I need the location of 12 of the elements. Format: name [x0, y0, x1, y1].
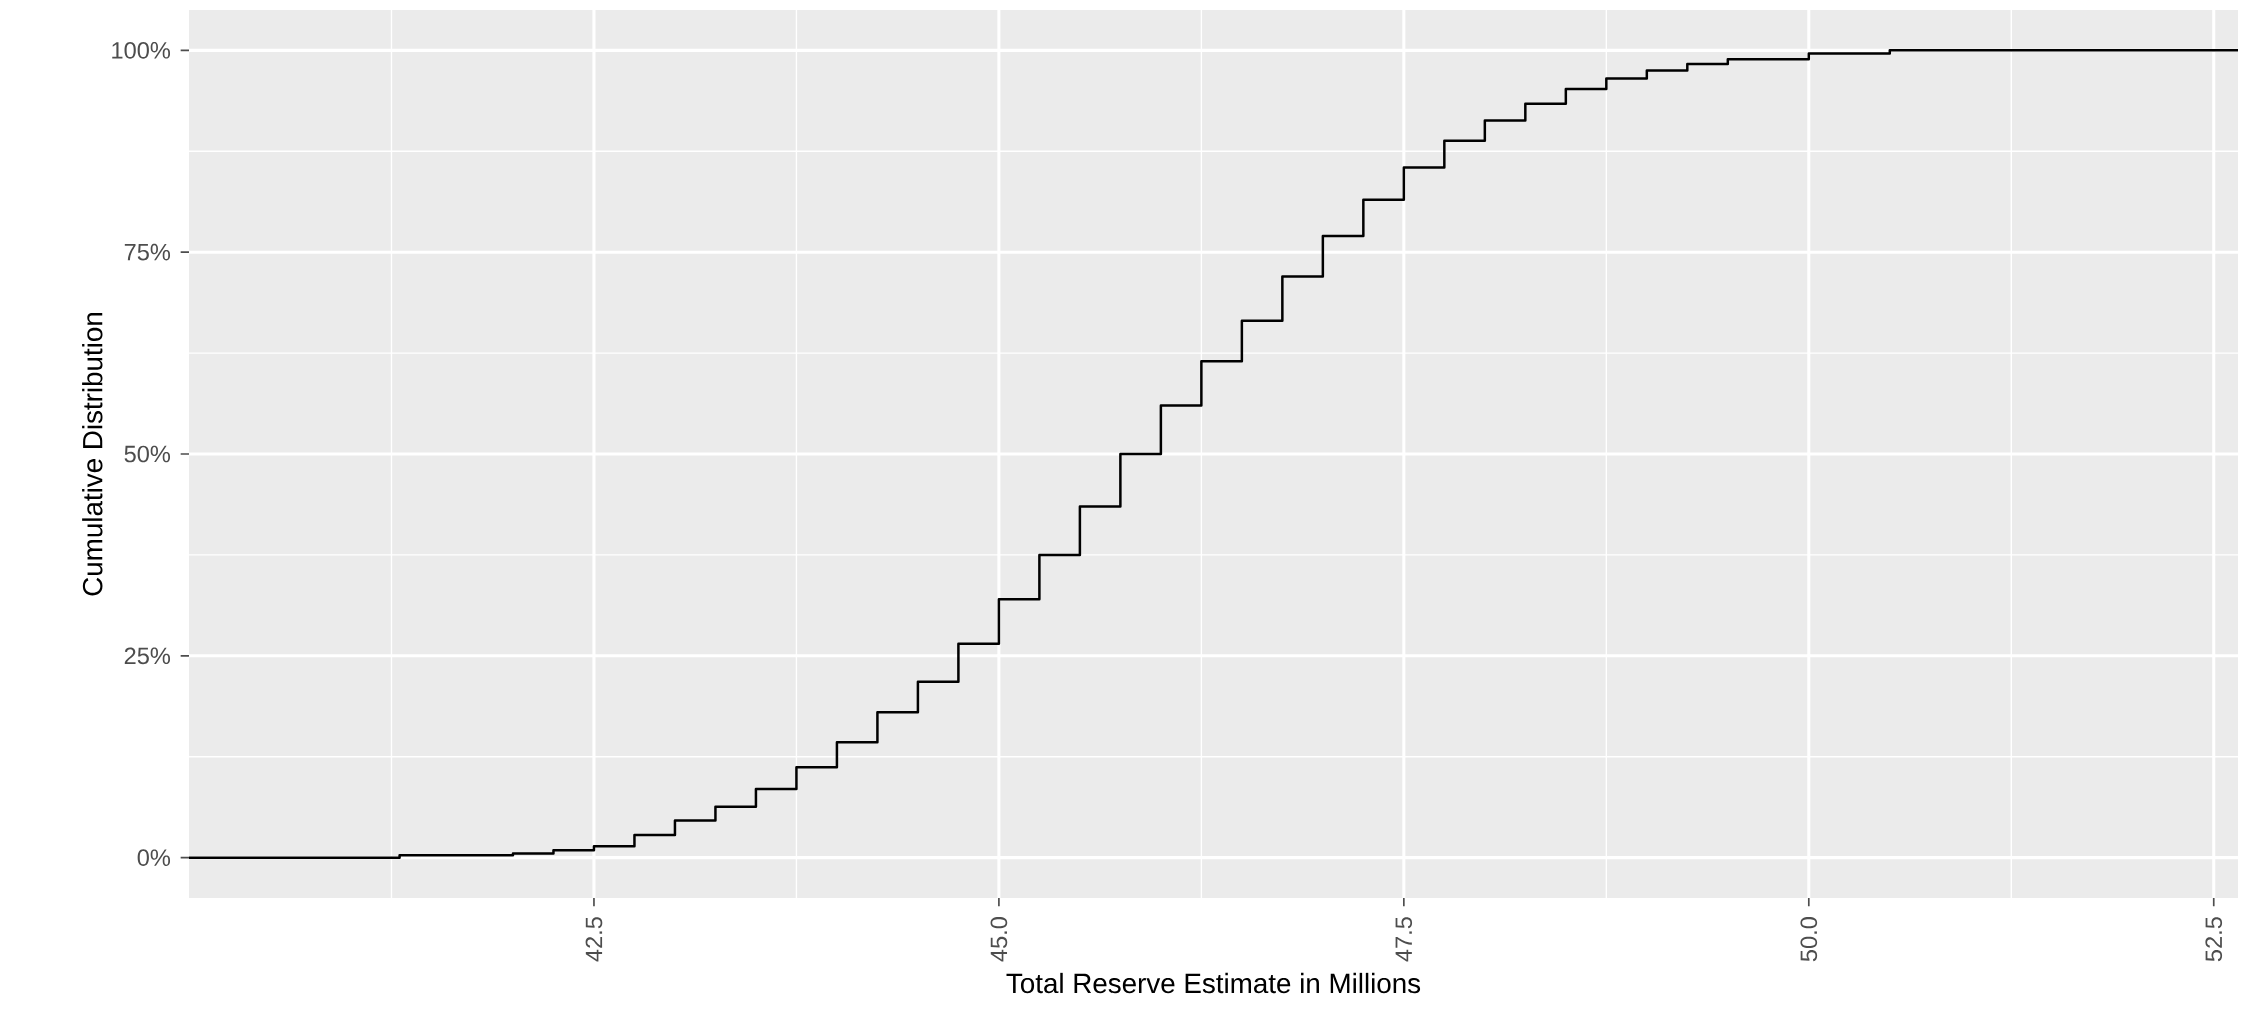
y-tick-label: 0%: [137, 849, 171, 866]
x-axis-title: Total Reserve Estimate in Millions: [1006, 972, 1421, 994]
x-tick-label: 45.0: [990, 917, 1008, 962]
y-tick-label: 50%: [124, 445, 171, 463]
x-tick-label: 52.5: [2205, 917, 2223, 962]
x-tick-label: 42.5: [585, 917, 603, 962]
x-tick-label: 47.5: [1395, 917, 1413, 962]
x-tick-label: 50.0: [1800, 917, 1818, 962]
y-axis-title: Cumulative Distribution: [82, 313, 103, 596]
y-tick-label: 25%: [124, 647, 171, 665]
y-tick-label: 75%: [124, 243, 171, 261]
y-tick-label: 100%: [112, 42, 171, 59]
